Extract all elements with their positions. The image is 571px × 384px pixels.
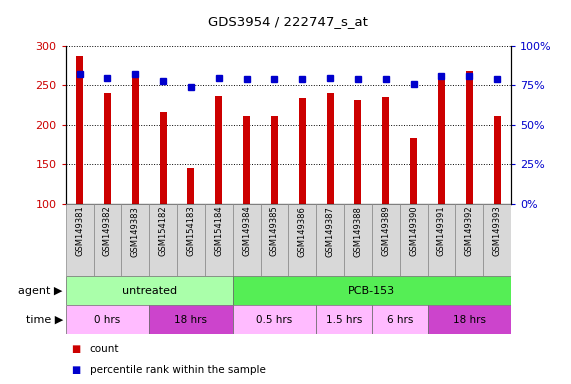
Bar xyxy=(66,305,149,334)
Bar xyxy=(233,305,316,334)
Bar xyxy=(299,98,305,204)
Bar xyxy=(410,138,417,204)
Text: 1.5 hrs: 1.5 hrs xyxy=(326,314,362,325)
Text: agent ▶: agent ▶ xyxy=(18,286,63,296)
Bar xyxy=(383,97,389,204)
Text: GSM149382: GSM149382 xyxy=(103,206,112,257)
Bar xyxy=(456,204,483,276)
Text: GSM149386: GSM149386 xyxy=(297,206,307,257)
Text: 6 hrs: 6 hrs xyxy=(387,314,413,325)
Text: 0 hrs: 0 hrs xyxy=(94,314,120,325)
Bar xyxy=(372,204,400,276)
Bar xyxy=(76,56,83,204)
Bar xyxy=(215,96,222,204)
Text: GSM154183: GSM154183 xyxy=(186,206,195,257)
Bar xyxy=(483,204,511,276)
Bar xyxy=(316,305,372,334)
Text: count: count xyxy=(90,344,119,354)
Bar xyxy=(177,204,205,276)
Bar xyxy=(94,204,122,276)
Text: GSM149385: GSM149385 xyxy=(270,206,279,257)
Text: GSM154184: GSM154184 xyxy=(214,206,223,257)
Text: ■: ■ xyxy=(71,344,81,354)
Text: GSM149383: GSM149383 xyxy=(131,206,140,257)
Text: percentile rank within the sample: percentile rank within the sample xyxy=(90,365,266,375)
Bar xyxy=(271,116,278,204)
Bar xyxy=(428,305,511,334)
Text: GDS3954 / 222747_s_at: GDS3954 / 222747_s_at xyxy=(208,15,368,28)
Bar xyxy=(372,305,428,334)
Bar xyxy=(66,204,94,276)
Text: 18 hrs: 18 hrs xyxy=(174,314,207,325)
Text: 0.5 hrs: 0.5 hrs xyxy=(256,314,292,325)
Bar xyxy=(316,204,344,276)
Bar xyxy=(187,168,194,204)
Text: time ▶: time ▶ xyxy=(26,314,63,325)
Bar xyxy=(122,204,149,276)
Text: GSM149389: GSM149389 xyxy=(381,206,391,257)
Bar xyxy=(494,116,501,204)
Bar xyxy=(104,93,111,204)
Text: PCB-153: PCB-153 xyxy=(348,286,396,296)
Text: GSM149390: GSM149390 xyxy=(409,206,418,257)
Bar xyxy=(428,204,456,276)
Text: GSM149391: GSM149391 xyxy=(437,206,446,257)
Bar xyxy=(260,204,288,276)
Bar xyxy=(132,74,139,204)
Text: GSM154182: GSM154182 xyxy=(159,206,168,257)
Bar xyxy=(288,204,316,276)
Bar xyxy=(149,204,177,276)
Text: untreated: untreated xyxy=(122,286,177,296)
Bar xyxy=(233,204,260,276)
Text: GSM149388: GSM149388 xyxy=(353,206,363,257)
Bar xyxy=(205,204,233,276)
Bar xyxy=(466,71,473,204)
Bar xyxy=(66,276,233,305)
Bar xyxy=(149,305,233,334)
Bar xyxy=(400,204,428,276)
Text: 18 hrs: 18 hrs xyxy=(453,314,486,325)
Bar xyxy=(355,100,361,204)
Text: ■: ■ xyxy=(71,365,81,375)
Text: GSM149384: GSM149384 xyxy=(242,206,251,257)
Text: GSM149393: GSM149393 xyxy=(493,206,502,257)
Bar xyxy=(327,93,333,204)
Text: GSM149381: GSM149381 xyxy=(75,206,84,257)
Bar xyxy=(233,276,511,305)
Bar xyxy=(344,204,372,276)
Bar xyxy=(438,74,445,204)
Text: GSM149392: GSM149392 xyxy=(465,206,474,257)
Bar xyxy=(243,116,250,204)
Bar xyxy=(160,112,167,204)
Text: GSM149387: GSM149387 xyxy=(325,206,335,257)
